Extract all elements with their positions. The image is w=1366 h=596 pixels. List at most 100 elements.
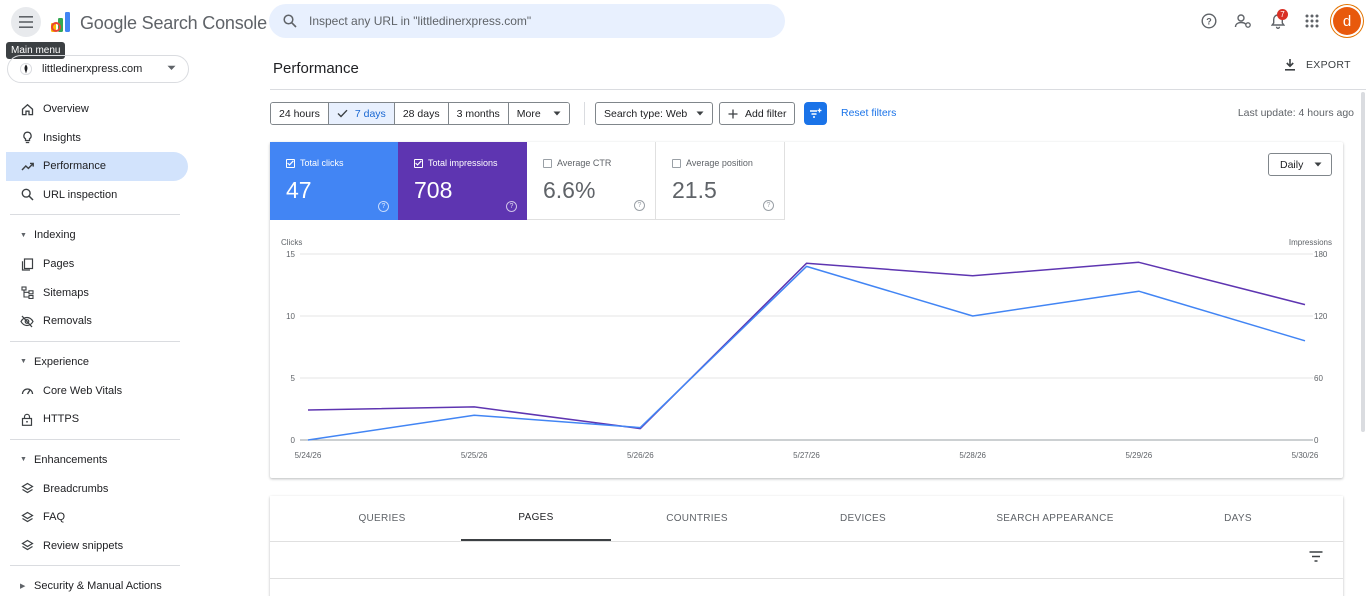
main-menu-tooltip: Main menu [6, 42, 66, 59]
checkbox-icon [543, 158, 552, 168]
manage-users-button[interactable] [1233, 11, 1253, 31]
sidebar-item-https[interactable]: HTTPS [0, 405, 190, 434]
tab-days[interactable]: DAYS [1224, 513, 1252, 524]
sidebar-item-url-inspection[interactable]: URL inspection [0, 181, 190, 210]
metric-value: 21.5 [672, 177, 717, 203]
tab-search-appearance[interactable]: SEARCH APPEARANCE [996, 513, 1114, 524]
help-icon[interactable]: ? [634, 200, 645, 211]
tab-devices[interactable]: DEVICES [839, 513, 886, 524]
sidebar-section-enhancements[interactable]: ▼ Enhancements [0, 445, 190, 475]
y-tick-label-right: 120 [1314, 312, 1328, 321]
svg-text:?: ? [1206, 16, 1212, 26]
sidebar-item-faq[interactable]: FAQ [0, 503, 190, 532]
y-tick-label-right: 60 [1314, 374, 1323, 383]
checkbox-icon [672, 158, 681, 168]
tab-pages[interactable]: PAGES [461, 496, 611, 541]
chevron-down-icon [553, 111, 561, 116]
tab-queries[interactable]: QUERIES [358, 513, 406, 524]
property-selector[interactable]: littledinerxpress.com [7, 55, 189, 83]
y-tick-label-right: 0 [1314, 436, 1319, 445]
sidebar-item-breadcrumbs[interactable]: Breadcrumbs [0, 475, 190, 504]
metric-label: Total impressions [428, 158, 498, 168]
google-apps-button[interactable] [1302, 11, 1322, 31]
sidebar-item-label: Performance [43, 160, 106, 173]
tab-countries[interactable]: COUNTRIES [666, 513, 728, 524]
sidebar-item-removals[interactable]: Removals [0, 307, 190, 336]
sidebar-item-overview[interactable]: Overview [0, 95, 190, 124]
favicon-icon [20, 63, 32, 75]
url-inspect-search[interactable] [269, 4, 785, 38]
filter-rows-icon[interactable] [1309, 551, 1323, 562]
range-more[interactable]: More [508, 103, 569, 124]
collapse-triangle-icon: ▼ [20, 231, 27, 239]
top-app-bar: Google Search Console ? 7 d [0, 0, 1366, 44]
sidebar-item-label: Removals [43, 315, 92, 328]
sidebar-section-indexing[interactable]: ▼ Indexing [0, 220, 190, 250]
help-icon[interactable]: ? [763, 200, 774, 211]
eye-off-icon [20, 315, 34, 328]
sidebar-item-review-snippets[interactable]: Review snippets [0, 532, 190, 561]
manage-users-icon [1234, 14, 1251, 28]
checkbox-icon [286, 158, 295, 168]
sidebar-item-sitemaps[interactable]: Sitemaps [0, 279, 190, 308]
range-24-hours[interactable]: 24 hours [271, 103, 329, 124]
range-label: 7 days [354, 107, 386, 120]
sidebar-item-label: HTTPS [43, 413, 80, 426]
search-type-label: Search type: Web [604, 107, 688, 120]
sidebar-item-label: Core Web Vitals [43, 384, 123, 397]
help-icon[interactable]: ? [506, 201, 517, 212]
main-menu-button[interactable] [11, 7, 41, 37]
sidebar-item-pages[interactable]: Pages [0, 250, 190, 279]
help-icon[interactable]: ? [378, 201, 389, 212]
export-button[interactable]: EXPORT [1284, 58, 1351, 71]
metric-value: 47 [286, 177, 312, 203]
page-scrollbar[interactable] [1361, 92, 1365, 432]
sidebar-item-insights[interactable]: Insights [0, 124, 190, 153]
range-28-days[interactable]: 28 days [394, 103, 449, 124]
search-icon [21, 188, 34, 201]
sidebar-item-label: Overview [43, 103, 89, 116]
y-tick-label-right: 180 [1314, 250, 1328, 259]
metric-total-clicks[interactable]: Total clicks 47 ? [270, 142, 399, 220]
metric-average-ctr[interactable]: Average CTR 6.6% ? [527, 142, 656, 220]
y-tick-label-left: 15 [286, 250, 295, 259]
metric-label: Average CTR [557, 158, 612, 168]
account-avatar[interactable]: d [1333, 7, 1361, 35]
metric-label: Average position [686, 158, 753, 168]
series-line-clicks [307, 265, 1306, 441]
sidebar-item-core-web-vitals[interactable]: Core Web Vitals [0, 377, 190, 406]
metric-label: Total clicks [300, 158, 344, 168]
x-tick-label: 5/29/26 [1125, 451, 1152, 460]
metric-value: 708 [414, 177, 453, 203]
brand-title: Google Search Console [80, 13, 267, 33]
layers-icon [20, 483, 34, 494]
apps-icon [1305, 14, 1319, 28]
granularity-select[interactable]: Daily [1268, 153, 1332, 176]
search-type-chip[interactable]: Search type: Web [595, 102, 714, 125]
x-tick-label: 5/26/26 [627, 451, 654, 460]
y-tick-label-left: 5 [291, 374, 296, 383]
sidebar-divider [10, 438, 180, 440]
chevron-down-icon [696, 111, 704, 116]
sidebar-item-label: Breadcrumbs [43, 482, 109, 495]
url-inspect-input[interactable] [309, 14, 749, 28]
sidebar-section-label: Enhancements [34, 453, 108, 466]
sidebar-item-label: Pages [43, 258, 75, 271]
sidebar-section-experience[interactable]: ▼ Experience [0, 347, 190, 377]
x-tick-label: 5/28/26 [959, 451, 986, 460]
sitemap-icon [20, 286, 34, 300]
sidebar-item-label: Sitemaps [43, 286, 89, 299]
range-7-days[interactable]: 7 days [328, 103, 395, 124]
filter-settings-button[interactable] [804, 102, 827, 125]
sidebar-divider [10, 565, 180, 566]
range-3-months[interactable]: 3 months [448, 103, 509, 124]
add-filter-button[interactable]: Add filter [719, 102, 796, 125]
metric-total-impressions[interactable]: Total impressions 708 ? [398, 142, 527, 220]
help-button[interactable]: ? [1199, 11, 1219, 31]
collapse-triangle-icon: ▼ [20, 358, 27, 365]
help-icon: ? [1201, 13, 1217, 29]
sidebar-section-security[interactable]: ▶ Security & Manual Actions [0, 571, 190, 596]
metric-average-position[interactable]: Average position 21.5 ? [656, 142, 785, 220]
reset-filters-link[interactable]: Reset filters [841, 107, 897, 119]
sidebar-item-performance[interactable]: Performance [6, 152, 188, 181]
